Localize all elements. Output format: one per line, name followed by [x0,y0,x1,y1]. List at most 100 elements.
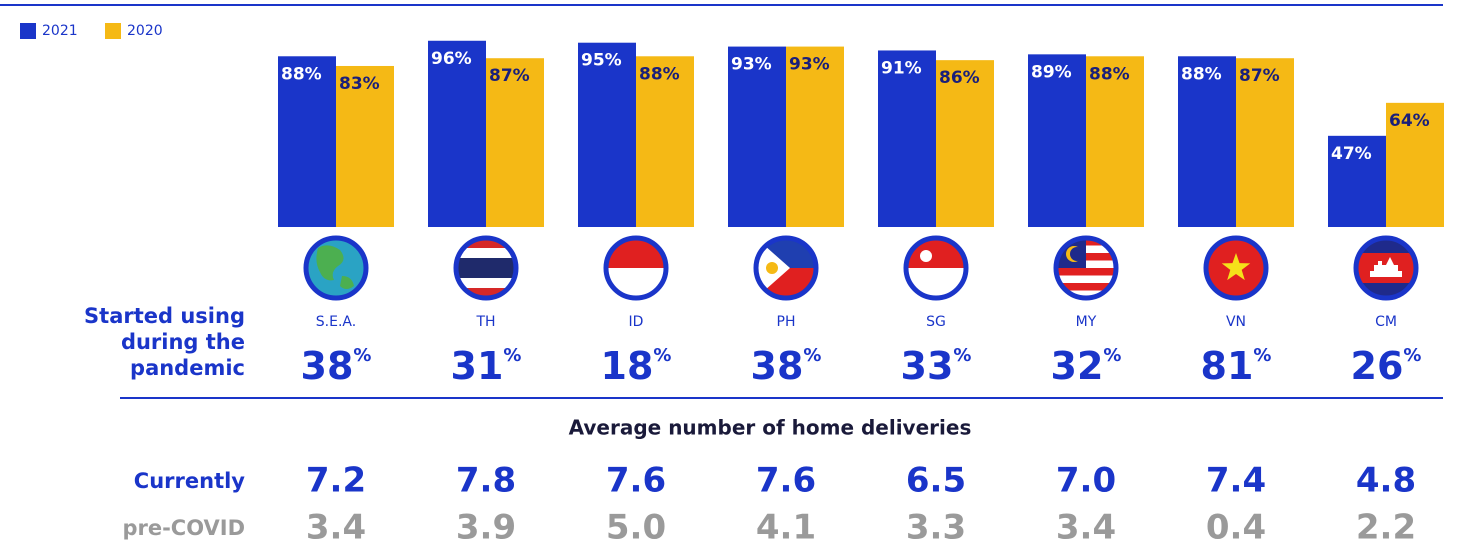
flag-part [456,248,516,258]
flag [1056,238,1116,298]
delivery-row-label: Currently [134,469,246,493]
bar [336,65,394,227]
flag-part [456,278,516,288]
pandemic-label: pandemic [130,356,245,380]
bar [1028,54,1086,228]
delivery-value: 4.1 [756,508,816,548]
legend-swatch [105,23,121,39]
bar-value-label: 95% [581,51,622,71]
bar [1386,102,1444,227]
delivery-value: 7.6 [606,461,666,501]
category-label: S.E.A. [316,314,356,330]
pandemic-unit: % [803,345,821,366]
pandemic-value: 38% [751,344,822,388]
flag-part [1070,247,1084,261]
flag-part [316,245,354,289]
flag-part [456,238,516,248]
pandemic-value: 18% [601,344,672,388]
flag-part [606,238,666,268]
bar-value-label: 88% [1089,64,1130,84]
bar-value-label: 83% [339,74,380,94]
bar-value-label: 87% [1239,66,1280,86]
flag-ring [453,235,519,301]
legend-label: 2021 [42,23,78,39]
pandemic-value: 31% [451,344,522,388]
bar [486,58,544,227]
category-label: VN [1226,314,1246,330]
bar [936,60,994,227]
delivery-value: 7.4 [1206,461,1266,501]
bar-value-label: 87% [489,66,530,86]
bar-value-label: 88% [639,64,680,84]
legend-swatch [20,23,36,39]
pandemic-value: 32% [1051,344,1122,388]
flag-part [1056,268,1116,276]
delivery-value: 5.0 [606,508,666,548]
delivery-value: 3.3 [906,508,966,548]
flag-part [1056,290,1116,298]
bar-value-label: 47% [1331,144,1372,164]
bar-value-label: 88% [281,64,322,84]
pandemic-unit: % [1403,345,1421,366]
bar [1086,56,1144,227]
pandemic-unit: % [953,345,971,366]
flag-ring [1203,235,1269,301]
bar [278,56,336,227]
bar-value-label: 96% [431,49,472,69]
pandemic-unit: % [353,345,371,366]
category-label: PH [777,314,796,330]
pandemic-number: 38 [751,344,804,388]
pandemic-number: 38 [301,344,354,388]
flag-ring [1053,235,1119,301]
flag-part [766,262,778,274]
pandemic-value: 38% [301,344,372,388]
flag-part [456,288,516,298]
category-label: SG [926,314,946,330]
pandemic-number: 81 [1201,344,1254,388]
flag-part [1221,253,1251,281]
bar-value-label: 91% [881,58,922,78]
pandemic-number: 33 [901,344,954,388]
pandemic-label: during the [121,330,245,354]
flag-part [606,268,666,298]
bar-value-label: 64% [1389,111,1430,131]
bar [636,56,694,227]
pandemic-value: 81% [1201,344,1272,388]
delivery-value: 3.4 [306,508,366,548]
bar [728,46,786,227]
pandemic-number: 32 [1051,344,1104,388]
pandemic-value: 33% [901,344,972,388]
bar-value-label: 88% [1181,64,1222,84]
delivery-value: 6.5 [906,461,966,501]
bar [1328,135,1386,227]
delivery-value: 4.8 [1356,461,1416,501]
pandemic-number: 26 [1351,344,1404,388]
delivery-value: 7.0 [1056,461,1116,501]
delivery-value: 7.2 [306,461,366,501]
flag-ring [1353,235,1419,301]
bar [578,42,636,228]
pandemic-label: Started using [84,304,245,328]
bar [786,46,844,227]
flag-part [920,250,932,262]
category-label: TH [475,314,495,330]
delivery-value: 0.4 [1206,508,1266,548]
flag-ring [303,235,369,301]
pandemic-number: 31 [451,344,504,388]
delivery-row-label: pre-COVID [122,516,245,540]
delivery-value: 7.8 [456,461,516,501]
delivery-value: 2.2 [1356,508,1416,548]
deliveries-title: Average number of home deliveries [569,416,972,440]
flag-part [906,238,966,268]
flag-part [1056,275,1116,283]
pandemic-unit: % [653,345,671,366]
bar [1178,56,1236,227]
bar-value-label: 93% [731,55,772,75]
flag-ring [753,235,819,301]
pandemic-unit: % [503,345,521,366]
flag-ring [903,235,969,301]
pandemic-number: 18 [601,344,654,388]
flag [456,238,516,298]
category-label: ID [629,314,644,330]
